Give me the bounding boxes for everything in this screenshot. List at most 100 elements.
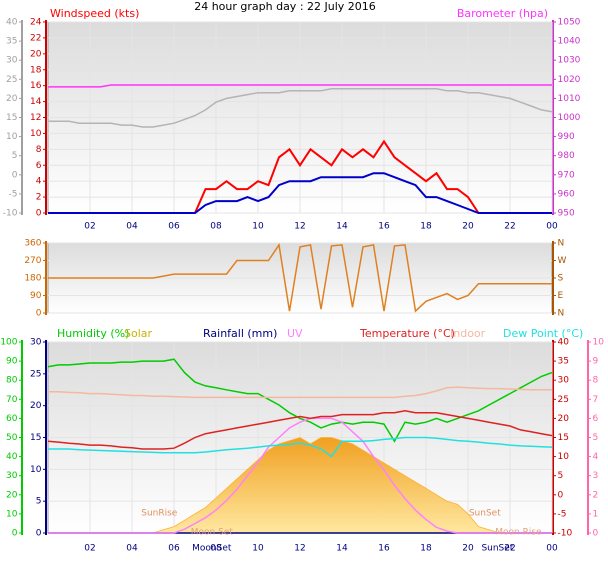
y-tick-label: 40 <box>6 452 18 462</box>
y-tick-label: 20 <box>30 401 42 411</box>
y-tick-label: 16 <box>30 81 42 91</box>
y-tick-label: 25 <box>6 75 17 85</box>
y-tick-label: 3 <box>593 471 599 481</box>
y-tick-label: 950 <box>558 209 575 219</box>
y-tick-label: 6 <box>593 414 599 424</box>
y-tick-label: 40 <box>6 18 18 28</box>
x-tick-label: 08 <box>210 222 222 232</box>
y-tick-label: 15 <box>558 433 569 443</box>
y-tick-label: 6 <box>36 161 42 171</box>
y-tick-label: 0 <box>12 170 18 180</box>
y-tick-label: N <box>558 239 565 249</box>
y-tick-label: 180 <box>24 274 41 284</box>
y-tick-label: 0 <box>12 529 18 539</box>
line <box>48 172 552 214</box>
y-tick-label: 10 <box>30 129 42 139</box>
x-tick-label: 08 <box>210 544 222 554</box>
y-tick-label: -10 <box>558 529 573 539</box>
x-tick-label: 16 <box>378 222 390 232</box>
y-tick-label: 0 <box>558 490 564 500</box>
line <box>48 436 553 458</box>
y-tick-label: 70 <box>6 395 18 405</box>
y-tick-label: 40 <box>558 338 570 348</box>
y-tick-label: 25 <box>558 395 569 405</box>
y-tick-label: 8 <box>593 376 599 386</box>
x-tick-label: 22 <box>504 544 515 554</box>
line <box>48 88 553 128</box>
legend-label: Temperature (°C) <box>359 327 455 340</box>
y-tick-label: 30 <box>558 376 570 386</box>
annotation: Moon Rise <box>495 528 542 538</box>
line <box>48 417 552 534</box>
x-tick-label: 12 <box>294 222 305 232</box>
x-tick-label: 16 <box>378 544 390 554</box>
y-tick-label: 20 <box>30 49 42 59</box>
y-tick-label: 8 <box>36 145 42 155</box>
y-tick-label: 10 <box>30 465 42 475</box>
y-tick-label: 10 <box>593 338 605 348</box>
x-tick-label: 18 <box>420 544 432 554</box>
annotation: MoonSet <box>192 544 232 554</box>
y-tick-label: W <box>558 256 567 266</box>
y-tick-label: 2 <box>593 490 599 500</box>
y-tick-label: 20 <box>6 490 18 500</box>
x-tick-label: 04 <box>126 222 138 232</box>
y-tick-label: 0 <box>36 529 42 539</box>
legend-label: Humidity (%) <box>57 327 129 340</box>
y-tick-label: 5 <box>558 471 564 481</box>
y-tick-label: 0 <box>36 309 42 319</box>
y-tick-label: 1000 <box>558 113 581 123</box>
y-tick-label: 30 <box>6 471 18 481</box>
y-tick-label: 1040 <box>558 37 581 47</box>
y-tick-label: 1030 <box>558 56 581 66</box>
y-tick-label: 960 <box>558 189 575 199</box>
y-tick-label: 20 <box>6 94 18 104</box>
y-tick-label: 1010 <box>558 94 581 104</box>
y-tick-label: 1020 <box>558 75 581 85</box>
legend-label: Barometer (hpa) <box>457 7 548 20</box>
x-tick-label: 06 <box>168 222 180 232</box>
x-tick-label: 22 <box>504 222 515 232</box>
x-tick-label: 20 <box>462 222 474 232</box>
line <box>47 410 553 450</box>
y-tick-label: 360 <box>24 239 41 249</box>
y-tick-label: 10 <box>6 132 18 142</box>
y-tick-label: 100 <box>0 338 17 348</box>
x-tick-label: 04 <box>126 544 138 554</box>
y-tick-label: 0 <box>593 529 599 539</box>
y-tick-label: 1 <box>593 509 599 519</box>
legend-label: Solar <box>124 327 153 340</box>
y-tick-label: 7 <box>593 395 599 405</box>
y-tick-label: 22 <box>30 33 41 43</box>
y-tick-label: N <box>558 309 565 319</box>
y-tick-label: 60 <box>6 414 18 424</box>
y-tick-label: 90 <box>6 357 18 367</box>
y-tick-label: 10 <box>558 452 570 462</box>
y-tick-label: 15 <box>30 433 41 443</box>
annotation: SunSet <box>481 544 513 554</box>
page-title: 24 hour graph day : 22 July 2016 <box>194 0 376 13</box>
legend-label: UV <box>287 327 303 340</box>
y-tick-label: 5 <box>12 151 18 161</box>
y-tick-label: 24 <box>30 18 42 28</box>
x-tick-label: 18 <box>420 222 432 232</box>
annotation: SunSet <box>469 509 501 519</box>
x-tick-label: 10 <box>252 544 264 554</box>
legend-label: Rainfall (mm) <box>203 327 277 340</box>
y-tick-label: 970 <box>558 170 575 180</box>
y-tick-label: 270 <box>24 256 41 266</box>
y-tick-label: 20 <box>558 414 570 424</box>
y-tick-label: 12 <box>30 113 41 123</box>
y-tick-label: 2 <box>36 193 42 203</box>
y-tick-label: 35 <box>558 357 569 367</box>
y-tick-label: 30 <box>30 338 42 348</box>
y-tick-label: 4 <box>593 452 599 462</box>
x-tick-label: 00 <box>546 544 558 554</box>
x-tick-label: 14 <box>336 222 348 232</box>
x-tick-label: 02 <box>84 222 95 232</box>
x-tick-label: 00 <box>546 222 558 232</box>
y-tick-label: 15 <box>6 113 17 123</box>
y-tick-label: 25 <box>30 369 41 379</box>
y-tick-label: 50 <box>6 433 18 443</box>
line <box>48 386 552 399</box>
